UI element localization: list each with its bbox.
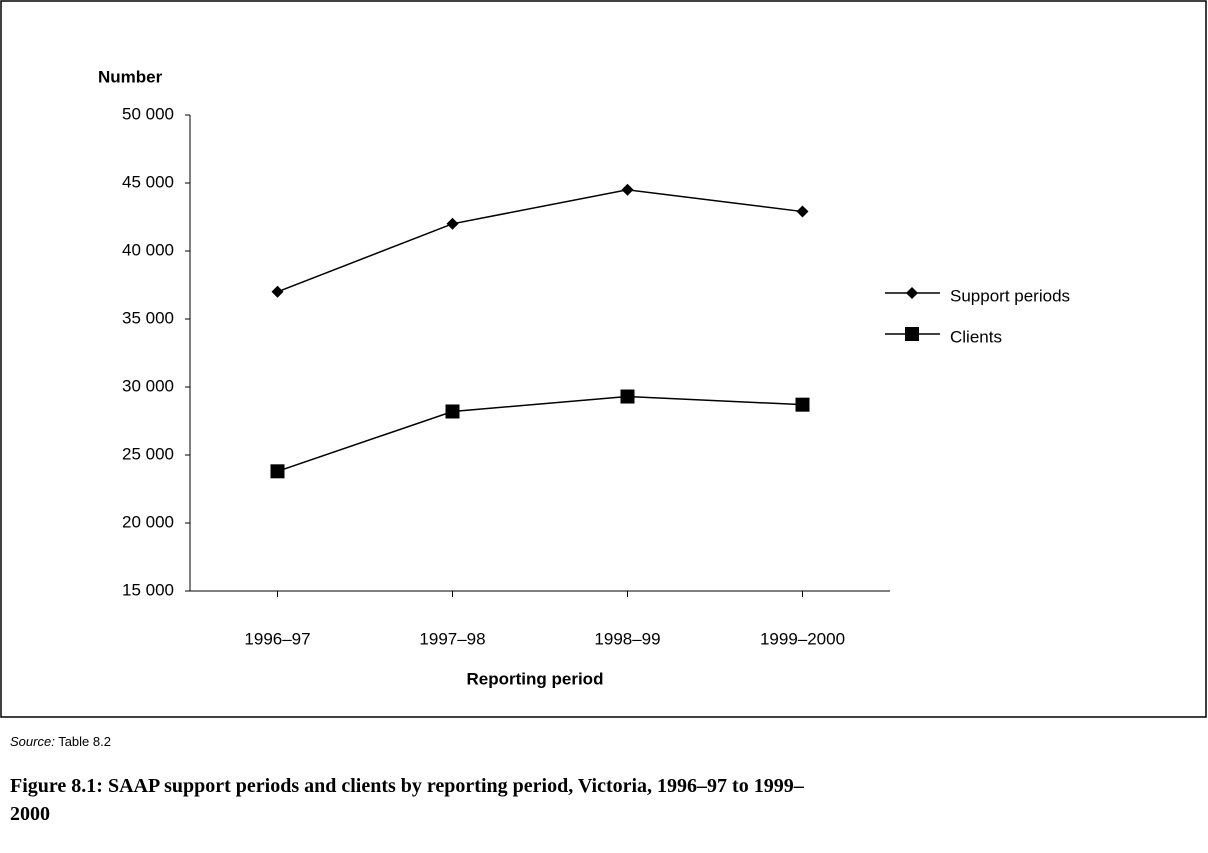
marker: [796, 205, 809, 218]
source-text: Table 8.2: [58, 734, 111, 749]
y-tick-label: 20 000: [122, 512, 174, 531]
x-tick-label: 1998–99: [594, 629, 660, 648]
marker: [906, 287, 918, 299]
line: [277, 189, 803, 293]
y-tick-label: 25 000: [122, 444, 174, 463]
marker: [446, 217, 459, 230]
y-tick-label: 50 000: [122, 104, 174, 123]
y-tick-label: 15 000: [122, 580, 174, 599]
source-label: Source:: [10, 734, 55, 749]
y-tick-label: 40 000: [122, 240, 174, 259]
legend-label: Clients: [950, 327, 1002, 346]
legend-label: Support periods: [950, 286, 1070, 305]
frame: [0, 0, 1207, 718]
x-tick-label: 1996–97: [244, 629, 310, 648]
y-axis-title: Number: [98, 67, 163, 86]
chart: Number Reporting period 15 000 20 000 25 0…: [0, 0, 1207, 718]
marker: [795, 397, 810, 412]
x-tick-label: 1999–2000: [760, 629, 845, 648]
y-tick-label: 45 000: [122, 172, 174, 191]
x-tick-label: 1997–98: [419, 629, 485, 648]
marker: [621, 183, 634, 196]
y-tick-label: 35 000: [122, 308, 174, 327]
line: [277, 395, 803, 473]
marker: [271, 285, 284, 298]
marker: [270, 464, 285, 479]
marker: [445, 404, 460, 419]
marker: [905, 327, 919, 341]
marker: [620, 389, 635, 404]
y-tick-label: 30 000: [122, 376, 174, 395]
caption: Figure 8.1: SAAP support periods and cli…: [10, 775, 804, 825]
x-axis-title: Reporting period: [467, 669, 604, 688]
source: Source: Table 8.2: [10, 734, 111, 749]
